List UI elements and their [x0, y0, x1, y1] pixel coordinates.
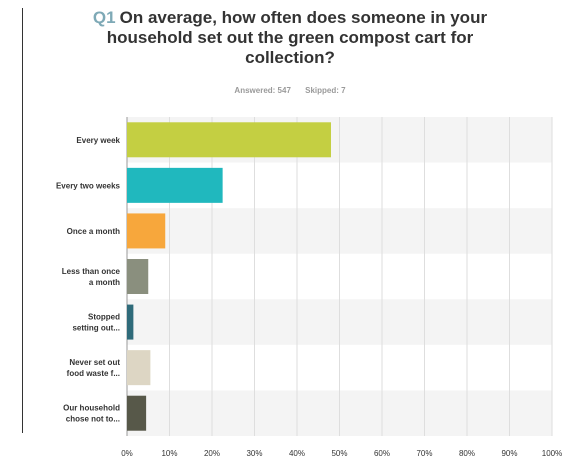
question-text: On average, how often does someone in yo… [106, 8, 488, 67]
bar [127, 122, 331, 158]
x-tick-label: 70% [416, 449, 432, 458]
x-tick-label: 0% [121, 449, 133, 458]
category-label: food waste f... [67, 369, 120, 378]
category-label: setting out... [72, 324, 120, 333]
bar [127, 167, 223, 203]
x-tick-label: 30% [246, 449, 262, 458]
category-label: chose not to... [66, 415, 120, 424]
question-number: Q1 [92, 8, 116, 27]
category-label: Stopped [88, 313, 120, 322]
x-tick-label: 80% [459, 449, 475, 458]
bar [127, 259, 149, 294]
category-label: a month [89, 278, 120, 287]
x-tick-label: 40% [289, 449, 305, 458]
x-tick-label: 60% [374, 449, 390, 458]
category-label: Every two weeks [56, 181, 121, 190]
response-stats: Answered: 547 Skipped: 7 [120, 86, 460, 95]
skipped-count: Skipped: 7 [305, 86, 346, 95]
x-tick-label: 50% [331, 449, 347, 458]
category-label: Our household [63, 404, 120, 413]
bar [127, 395, 147, 431]
bar [127, 350, 151, 386]
bar [127, 304, 134, 340]
category-label: Every week [76, 136, 120, 145]
left-divider [22, 8, 23, 433]
chart-title: Q1 On average, how often does someone in … [60, 8, 520, 68]
x-tick-label: 20% [204, 449, 220, 458]
category-label: Never set out [69, 358, 120, 367]
x-tick-label: 90% [501, 449, 517, 458]
answered-count: Answered: 547 [234, 86, 291, 95]
category-label: Once a month [67, 227, 120, 236]
x-tick-label: 100% [542, 449, 562, 458]
x-tick-label: 10% [161, 449, 177, 458]
category-label: Less than once [62, 267, 121, 276]
bar [127, 213, 166, 249]
